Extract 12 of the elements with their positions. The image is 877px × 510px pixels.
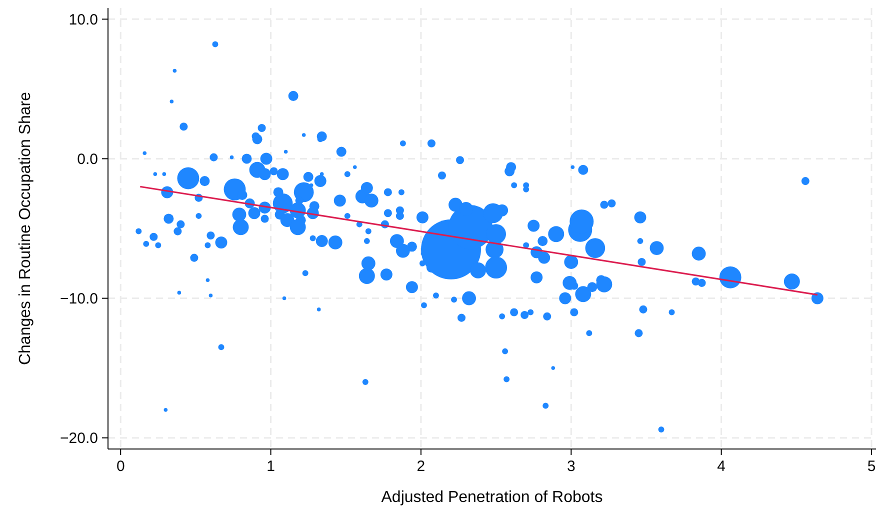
x-tick-label: 4: [717, 458, 726, 475]
x-tick-label: 0: [116, 458, 125, 475]
x-tick-label: 5: [867, 458, 876, 475]
y-tick-label: 10.0: [68, 11, 98, 28]
y-axis-title: Changes in Routine Occupation Share: [17, 92, 34, 366]
x-tick-label: 2: [416, 458, 426, 475]
y-tick-label: −10.0: [60, 290, 98, 308]
y-tick-label: 0.0: [77, 150, 98, 168]
y-tick-label: −20.0: [60, 430, 98, 448]
x-axis-title: Adjusted Penetration of Robots: [381, 489, 603, 506]
x-tick-label: 3: [566, 458, 576, 475]
x-tick-label: 1: [266, 458, 275, 475]
